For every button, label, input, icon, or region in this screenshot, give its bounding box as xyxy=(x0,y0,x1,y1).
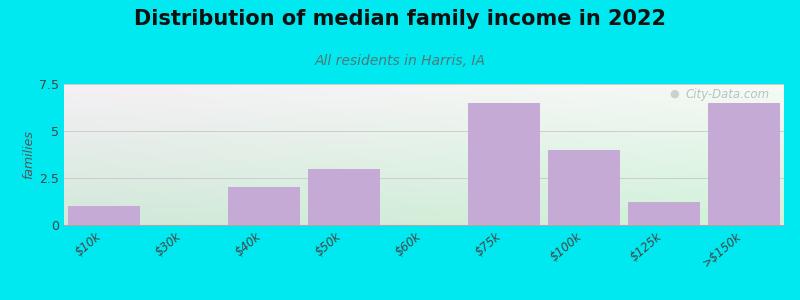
Text: All residents in Harris, IA: All residents in Harris, IA xyxy=(314,54,486,68)
Text: ●: ● xyxy=(670,88,680,98)
Y-axis label: families: families xyxy=(22,130,35,179)
Bar xyxy=(628,202,700,225)
Bar xyxy=(308,169,380,225)
Text: Distribution of median family income in 2022: Distribution of median family income in … xyxy=(134,9,666,29)
Bar xyxy=(708,103,780,225)
Text: City-Data.com: City-Data.com xyxy=(686,88,770,101)
Bar xyxy=(228,188,300,225)
Bar xyxy=(468,103,540,225)
Bar xyxy=(548,150,620,225)
Bar xyxy=(68,206,140,225)
